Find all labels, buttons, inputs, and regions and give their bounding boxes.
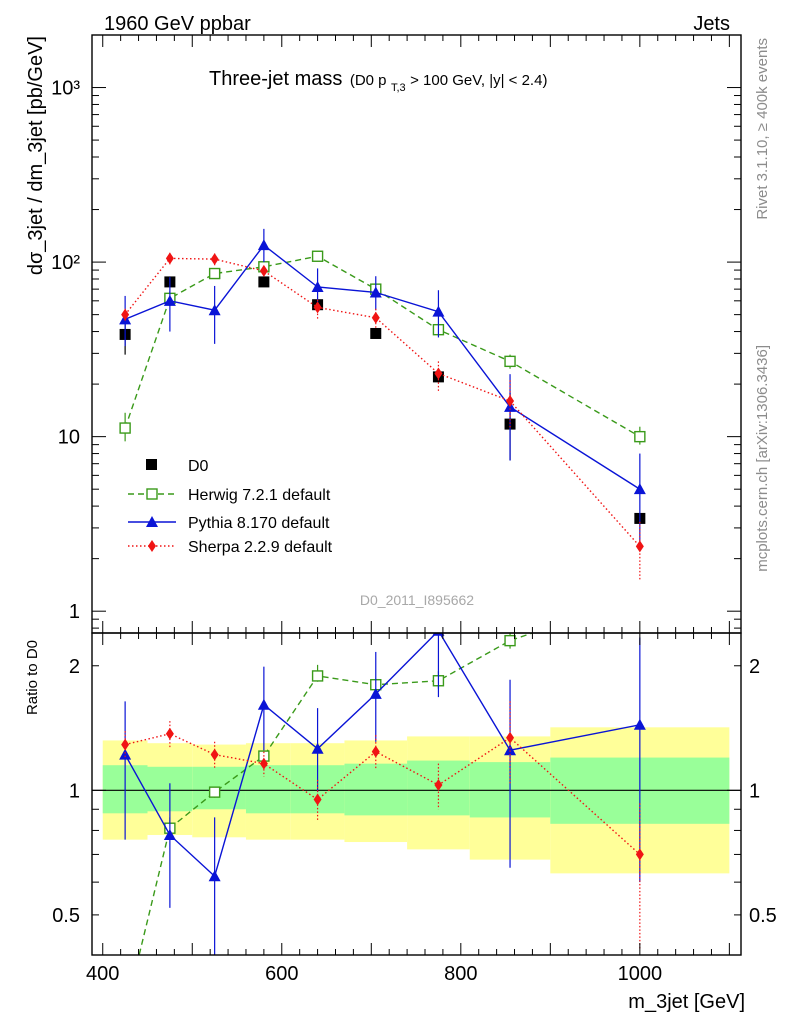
main-point-herwig [634,430,646,443]
ratio-point-herwig [635,591,645,601]
ratio-point-herwig [311,670,324,682]
ratio-ytick-label-right: 0.5 [749,905,777,927]
legend-marker-sherpa [148,540,156,552]
mcplots-label: mcplots.cern.ch [arXiv:1306.3436] [754,345,771,572]
legend: D0 Herwig 7.2.1 default Pythia 8.170 def… [128,458,333,556]
legend-marker-data [146,459,157,470]
chart-title-detail: (D0 p [350,72,387,89]
ratio-point-sherpa [165,727,174,740]
main-point-sherpa [165,252,174,265]
main-line-pythia [124,244,641,490]
ratio-ytick-label: 1 [69,780,80,802]
ratio-point-pythia [369,687,382,699]
ratio-point-sherpa [313,793,322,806]
main-point-sherpa [434,367,443,380]
chart-title-tail: > 100 GeV, |y| < 2.4) [410,72,547,89]
ratio-point-sherpa [635,848,644,861]
xlabel: m_3jet [GeV] [628,991,745,1013]
main-point-data [258,276,270,288]
main-point-sherpa [506,395,515,408]
ratio-point-pythia [504,744,517,756]
legend-label-herwig: Herwig 7.2.1 default [188,487,331,504]
ratio-ytick-label-right: 1 [749,780,760,802]
ratio-ytick-label: 2 [69,656,80,678]
ratio-point-sherpa [506,731,515,744]
main-point-sherpa [313,301,322,314]
ratio-point-pythia [633,718,646,730]
xtick-label: 800 [444,963,477,985]
rivet-label: Rivet 3.1.10, ≥ 400k events [754,38,771,220]
header-energy: 1960 GeV ppbar [104,13,251,35]
ratio-point-sherpa [210,748,219,761]
main-point-pythia [369,286,382,298]
analysis-watermark: D0_2011_I895662 [360,592,474,608]
ratio-point-sherpa [259,757,268,770]
chart-title-sub: T,3 [391,82,406,94]
band-inner-3 [245,765,291,814]
main-point-data [370,327,382,339]
ratio-point-pythia [119,748,132,760]
ratio-point-herwig [120,1008,130,1018]
ratio-point-pythia [208,870,221,882]
ratio-ytick-label: 0.5 [52,905,80,927]
ratio-bands [102,727,730,874]
ratio-point-herwig [504,634,516,647]
main-point-pythia [311,280,324,292]
ratio-ylabel: Ratio to D0 [24,640,41,715]
main-series-group [119,228,646,581]
main-point-herwig [119,422,131,434]
legend-marker-herwig [146,488,158,500]
main-point-pythia [257,239,270,251]
main-ytick-label: 10² [51,252,80,274]
legend-label-pythia: Pythia 8.170 default [188,515,330,532]
ratio-point-sherpa [371,745,380,758]
chart-title-main: Three-jet mass [209,68,342,90]
ratio-series-group [119,591,646,1018]
chart-title: Three-jet mass (D0 p T,3 > 100 GeV, |y| … [209,68,547,95]
main-point-pythia [633,483,646,495]
legend-label-data: D0 [188,458,209,475]
xtick-label: 600 [265,963,298,985]
legend-marker-pythia [146,516,158,527]
main-point-sherpa [121,308,130,321]
main-point-herwig [208,267,221,280]
band-inner-5 [344,763,408,816]
xtick-label: 1000 [618,963,663,985]
main-point-sherpa [371,311,380,324]
main-point-sherpa [210,253,219,266]
header-process: Jets [693,13,730,35]
main-ytick-label: 10³ [51,78,80,100]
xtick-label: 400 [86,963,119,985]
main-point-herwig [311,250,324,262]
ratio-point-pythia [311,742,324,754]
legend-label-sherpa: Sherpa 2.2.9 default [188,539,333,556]
ratio-point-sherpa [434,779,443,792]
main-ylabel: dσ_3jet / dm_3jet [pb/GeV] [25,36,47,275]
main-point-pythia [208,304,221,316]
ratio-point-sherpa [121,738,130,751]
ratio-point-herwig [208,786,221,798]
main-point-pythia [432,305,445,317]
main-ytick-label: 10 [58,427,80,449]
ratio-point-pythia [163,828,176,840]
ratio-point-pythia [257,698,270,710]
main-ytick-label: 1 [69,601,80,623]
ratio-ytick-label-right: 2 [749,656,760,678]
main-line-herwig [124,255,641,438]
ratio-frame [91,632,742,956]
main-point-sherpa [259,264,268,277]
main-point-sherpa [635,540,644,553]
main-point-herwig [504,355,516,368]
main-point-pythia [163,294,176,306]
